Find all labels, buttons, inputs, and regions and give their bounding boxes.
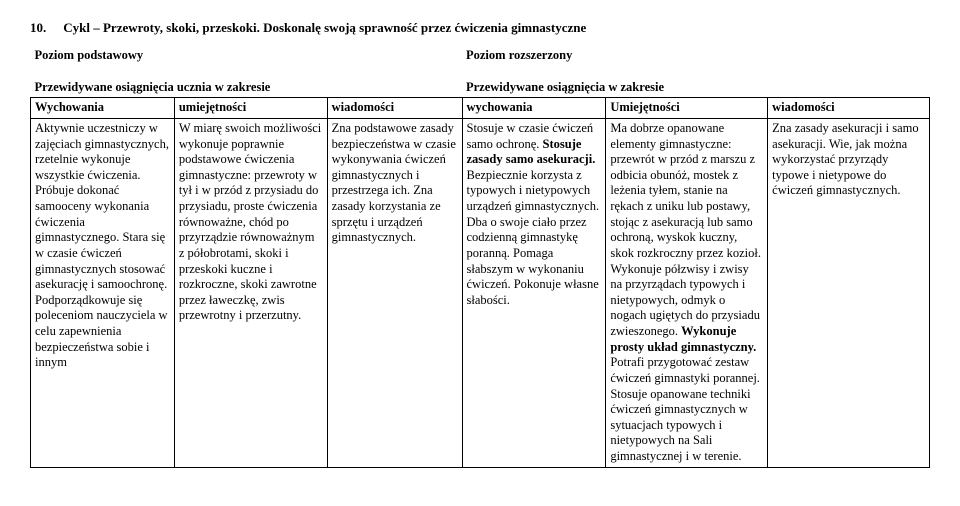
level-left: Poziom podstawowy — [31, 46, 463, 66]
achievements-header-row: Przewidywane osiągnięcia ucznia w zakres… — [31, 78, 930, 98]
cell-wiadomosci-ext: Zna zasady asekuracji i samo asekuracji.… — [768, 118, 930, 467]
level-row: Poziom podstawowy Poziom rozszerzony — [31, 46, 930, 66]
section-heading: 10. Cykl – Przewroty, skoki, przeskoki. … — [30, 20, 930, 36]
text: Ma dobrze opanowane elementy gimnastyczn… — [610, 121, 761, 338]
col-header: wychowania — [462, 98, 606, 119]
col-header: Wychowania — [31, 98, 175, 119]
spacer-row — [31, 66, 930, 78]
level-right: Poziom rozszerzony — [462, 46, 930, 66]
col-header: wiadomości — [327, 98, 462, 119]
col-header: wiadomości — [768, 98, 930, 119]
col-header: Umiejętności — [606, 98, 768, 119]
cell-umiejetnosci-ext: Ma dobrze opanowane elementy gimnastyczn… — [606, 118, 768, 467]
content-row: Aktywnie uczestniczy w zajęciach gimnast… — [31, 118, 930, 467]
heading-title: Cykl – Przewroty, skoki, przeskoki. — [63, 20, 260, 35]
cell-wychowania-ext: Stosuje w czasie ćwiczeń samo ochronę. S… — [462, 118, 606, 467]
curriculum-table: Poziom podstawowy Poziom rozszerzony Prz… — [30, 46, 930, 468]
cell-wiadomosci-basic: Zna podstawowe zasady bezpieczeństwa w c… — [327, 118, 462, 467]
text: Potrafi przygotować zestaw ćwiczeń gimna… — [610, 355, 760, 463]
text: Bezpiecznie korzysta z typowych i nietyp… — [467, 168, 600, 307]
cell-umiejetnosci-basic: W miarę swoich możliwości wykonuje popra… — [174, 118, 327, 467]
heading-number: 10. — [30, 20, 60, 36]
cell-wychowania-basic: Aktywnie uczestniczy w zajęciach gimnast… — [31, 118, 175, 467]
achievements-left: Przewidywane osiągnięcia ucznia w zakres… — [31, 78, 463, 98]
heading-subtitle: Doskonalę swoją sprawność przez ćwiczeni… — [263, 20, 586, 35]
achievements-right: Przewidywane osiągnięcia w zakresie — [462, 78, 930, 98]
col-header: umiejętności — [174, 98, 327, 119]
column-header-row: Wychowania umiejętności wiadomości wycho… — [31, 98, 930, 119]
